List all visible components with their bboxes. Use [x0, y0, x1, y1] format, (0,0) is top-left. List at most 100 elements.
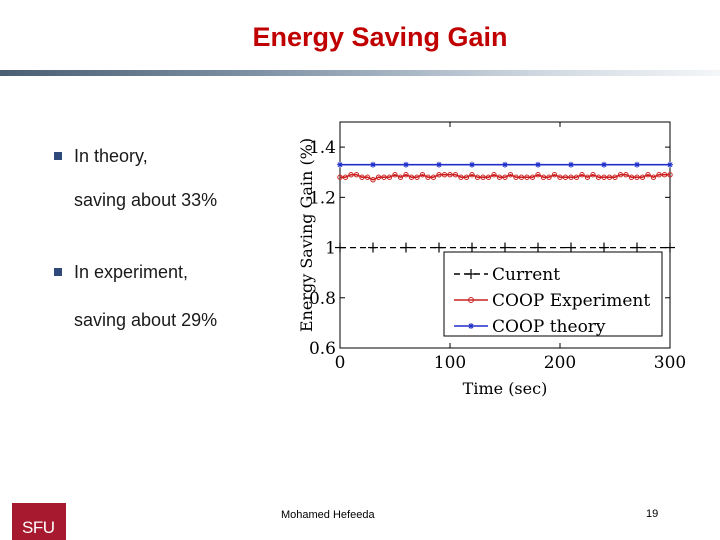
data-point-coop-experiment	[403, 172, 409, 178]
x-tick-label: 0	[335, 353, 346, 373]
data-point-current	[566, 242, 576, 253]
data-point-coop-theory	[370, 161, 376, 168]
data-point-coop-experiment	[441, 172, 448, 178]
data-point-coop-experiment	[359, 174, 365, 180]
bullet-item: In theory,	[54, 146, 148, 167]
data-point-coop-experiment	[518, 174, 525, 180]
data-point-coop-experiment	[386, 174, 393, 180]
data-point-current	[467, 242, 477, 253]
sfu-logo-text: SFU	[22, 518, 55, 537]
x-axis-label: Time (sec)	[463, 379, 548, 398]
bullet-item: In experiment,	[54, 262, 188, 283]
data-point-coop-experiment	[436, 172, 442, 178]
data-point-coop-experiment	[661, 172, 668, 178]
legend-marker-coop-theory	[468, 323, 474, 329]
data-point-coop-theory	[469, 161, 475, 168]
data-point-coop-theory	[436, 161, 442, 168]
data-point-current	[632, 242, 642, 253]
data-point-current	[401, 242, 411, 253]
legend-label-coop-theory: COOP theory	[492, 317, 606, 337]
data-point-coop-experiment	[408, 174, 415, 180]
data-point-coop-experiment	[397, 174, 404, 180]
y-tick-label: 0.8	[309, 289, 336, 309]
legend-label-coop-experiment: COOP Experiment	[492, 291, 650, 311]
data-point-coop-experiment	[573, 174, 580, 180]
data-point-coop-experiment	[469, 172, 475, 178]
data-point-coop-experiment	[590, 172, 596, 178]
data-point-coop-theory	[502, 161, 508, 168]
data-point-coop-experiment	[634, 174, 640, 180]
data-point-coop-experiment	[645, 172, 651, 178]
y-tick-label: 0.6	[309, 339, 336, 359]
data-point-current	[368, 242, 378, 253]
bullet-label: In experiment,	[74, 262, 189, 282]
data-point-current	[500, 242, 510, 253]
data-point-coop-experiment	[430, 174, 437, 180]
data-point-coop-experiment	[414, 174, 420, 180]
data-point-coop-experiment	[480, 174, 486, 180]
data-point-coop-experiment	[392, 172, 398, 178]
data-point-coop-experiment	[557, 174, 563, 180]
legend-box	[443, 251, 663, 337]
y-tick-label: 1	[325, 239, 336, 259]
data-point-coop-experiment	[612, 174, 618, 180]
data-point-coop-experiment	[447, 172, 453, 178]
series-line-coop-experiment	[340, 173, 670, 181]
data-point-coop-experiment	[540, 174, 547, 180]
y-axis-label: Energy Saving Gain (%)	[297, 138, 316, 332]
data-point-coop-theory	[667, 161, 673, 168]
data-point-coop-experiment	[513, 174, 519, 180]
data-point-coop-experiment	[348, 172, 354, 178]
x-tick-label: 300	[654, 353, 686, 373]
footer-author: Mohamed Hefeeda	[281, 509, 375, 521]
data-point-coop-theory	[601, 161, 607, 168]
page-number: 19	[646, 508, 659, 520]
slide-title: Energy Saving Gain	[252, 22, 508, 52]
data-point-current	[665, 242, 675, 253]
data-point-coop-experiment	[579, 172, 585, 178]
data-point-coop-experiment	[546, 174, 552, 180]
data-point-coop-experiment	[667, 172, 673, 178]
data-point-coop-experiment	[370, 177, 376, 183]
data-point-coop-experiment	[337, 174, 343, 180]
y-tick-label: 1.2	[309, 188, 336, 208]
data-point-current	[335, 242, 345, 253]
data-point-coop-experiment	[502, 174, 508, 180]
data-point-coop-experiment	[623, 172, 629, 178]
data-point-coop-experiment	[458, 174, 464, 180]
x-tick-label: 100	[434, 353, 466, 373]
data-point-coop-experiment	[650, 174, 657, 180]
data-point-current	[434, 242, 444, 253]
data-point-coop-theory	[634, 161, 640, 168]
data-point-coop-theory	[403, 161, 409, 168]
data-point-coop-experiment	[656, 172, 662, 178]
data-point-coop-experiment	[419, 172, 426, 178]
data-point-coop-experiment	[474, 174, 481, 180]
data-point-coop-experiment	[425, 174, 431, 180]
data-point-coop-experiment	[496, 174, 503, 180]
data-point-coop-experiment	[595, 174, 602, 180]
data-point-coop-experiment	[342, 174, 349, 180]
data-point-coop-theory	[337, 161, 343, 168]
data-point-coop-experiment	[463, 174, 470, 180]
data-point-coop-experiment	[606, 174, 613, 180]
y-tick-label: 1.4	[309, 138, 336, 158]
data-point-coop-experiment	[601, 174, 607, 180]
data-point-current	[533, 242, 543, 253]
data-point-coop-experiment	[375, 174, 382, 180]
bullet-label: In theory,	[74, 146, 148, 166]
energy-saving-chart: 0 100 200 300 0.6 0.8 1 1.2 1.4 Time (sec) Energy …	[297, 121, 686, 398]
data-point-coop-experiment	[639, 174, 646, 180]
bullet-detail: saving about 33%	[74, 190, 218, 210]
title-divider	[0, 70, 720, 76]
data-point-coop-theory	[535, 161, 541, 168]
data-point-coop-experiment	[568, 174, 574, 180]
bullet-detail: saving about 29%	[74, 310, 218, 330]
x-tick-label: 200	[544, 353, 576, 373]
sfu-logo	[12, 503, 66, 540]
data-point-coop-theory	[568, 161, 574, 168]
data-point-coop-experiment	[551, 172, 558, 178]
data-point-coop-experiment	[562, 174, 569, 180]
square-bullet-icon	[54, 152, 62, 160]
data-point-coop-experiment	[452, 172, 459, 178]
